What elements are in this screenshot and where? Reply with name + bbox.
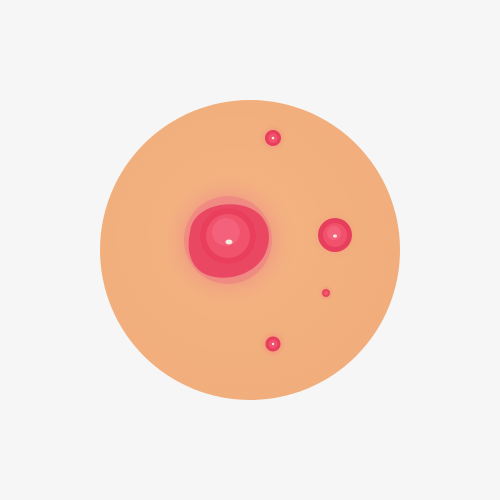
tiny-spot	[317, 284, 335, 302]
large-pimple	[158, 170, 298, 310]
small-pimple-top	[257, 122, 289, 154]
highlight	[225, 239, 233, 245]
medium-pimple	[309, 209, 361, 261]
small-pimple-bottom	[257, 328, 289, 360]
